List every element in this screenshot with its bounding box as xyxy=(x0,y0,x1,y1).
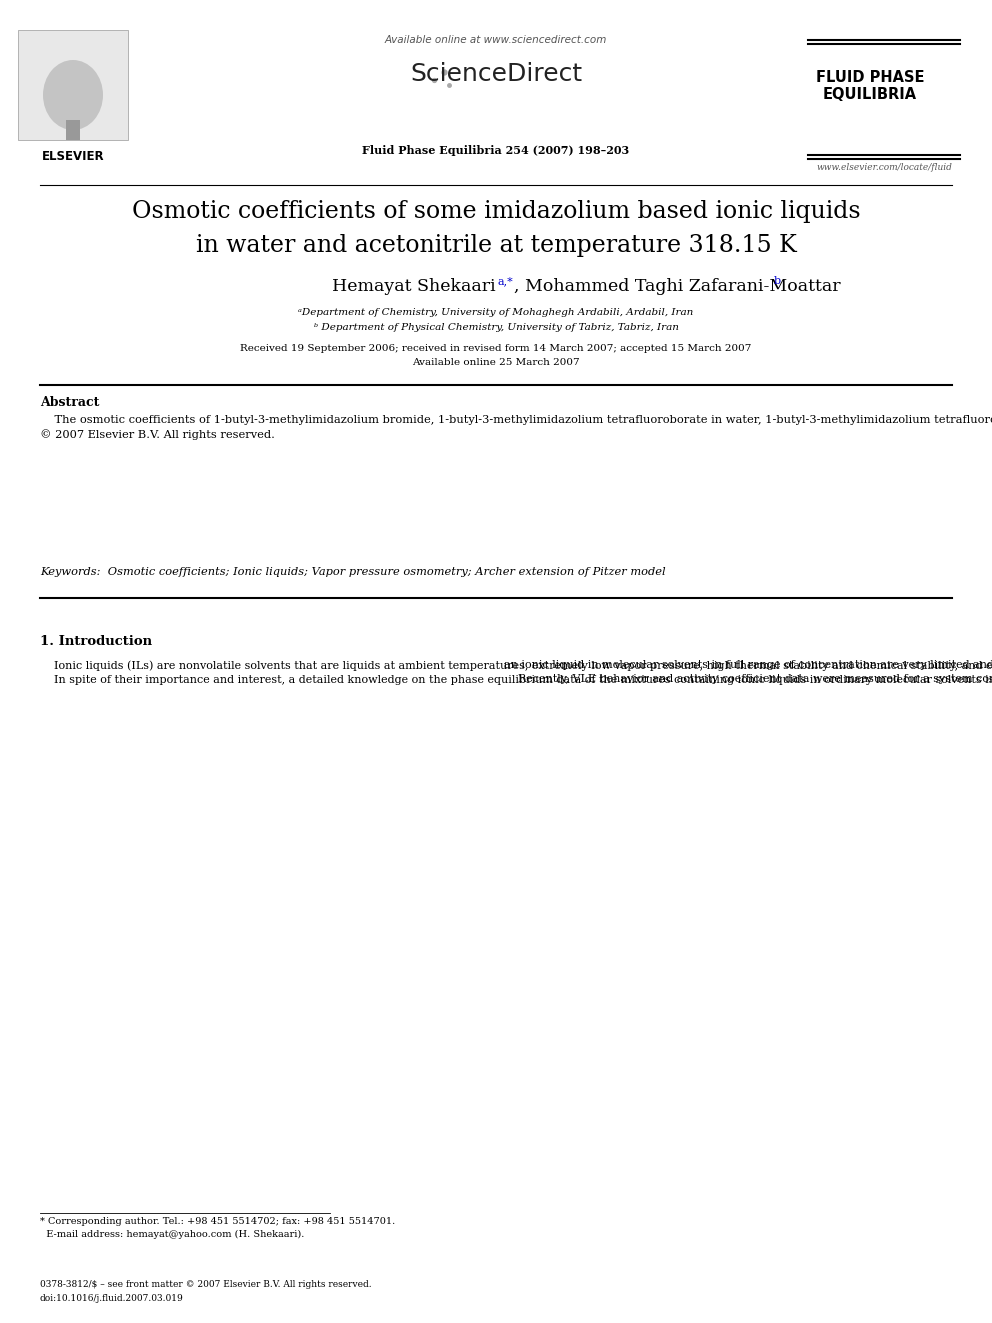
Text: 0378-3812/$ – see front matter © 2007 Elsevier B.V. All rights reserved.: 0378-3812/$ – see front matter © 2007 El… xyxy=(40,1279,372,1289)
Text: ᵇ Department of Physical Chemistry, University of Tabriz, Tabriz, Iran: ᵇ Department of Physical Chemistry, Univ… xyxy=(313,323,679,332)
Text: ELSEVIER: ELSEVIER xyxy=(42,149,104,163)
Text: ScienceDirect: ScienceDirect xyxy=(410,62,582,86)
Text: a,*: a,* xyxy=(498,277,514,286)
Bar xyxy=(66,120,80,140)
Text: Osmotic coefficients of some imidazolium based ionic liquids: Osmotic coefficients of some imidazolium… xyxy=(132,200,860,224)
Text: FLUID PHASE
EQUILIBRIA: FLUID PHASE EQUILIBRIA xyxy=(815,70,925,102)
Ellipse shape xyxy=(43,60,103,130)
Text: Available online at www.sciencedirect.com: Available online at www.sciencedirect.co… xyxy=(385,34,607,45)
Text: * Corresponding author. Tel.: +98 451 5514702; fax: +98 451 5514701.
  E-mail ad: * Corresponding author. Tel.: +98 451 55… xyxy=(40,1217,395,1238)
Text: ᵃDepartment of Chemistry, University of Mohaghegh Ardabili, Ardabil, Iran: ᵃDepartment of Chemistry, University of … xyxy=(299,308,693,318)
Bar xyxy=(18,30,128,140)
Text: doi:10.1016/j.fluid.2007.03.019: doi:10.1016/j.fluid.2007.03.019 xyxy=(40,1294,184,1303)
Text: Keywords:  Osmotic coefficients; Ionic liquids; Vapor pressure osmometry; Archer: Keywords: Osmotic coefficients; Ionic li… xyxy=(40,568,666,577)
Text: Fluid Phase Equilibria 254 (2007) 198–203: Fluid Phase Equilibria 254 (2007) 198–20… xyxy=(362,146,630,156)
Text: Ionic liquids (ILs) are nonvolatile solvents that are liquids at ambient tempera: Ionic liquids (ILs) are nonvolatile solv… xyxy=(40,660,992,685)
Text: The osmotic coefficients of 1-butyl-3-methylimidazolium bromide, 1-butyl-3-methy: The osmotic coefficients of 1-butyl-3-me… xyxy=(40,415,992,439)
Text: in water and acetonitrile at temperature 318.15 K: in water and acetonitrile at temperature… xyxy=(195,234,797,257)
Text: an ionic liquid in molecular solvents in full range of concentration are very li: an ionic liquid in molecular solvents in… xyxy=(504,660,992,684)
Text: Received 19 September 2006; received in revised form 14 March 2007; accepted 15 : Received 19 September 2006; received in … xyxy=(240,344,752,353)
Text: 1. Introduction: 1. Introduction xyxy=(40,635,152,648)
Text: Hemayat Shekaari: Hemayat Shekaari xyxy=(332,278,496,295)
Text: b: b xyxy=(774,277,781,286)
Text: Abstract: Abstract xyxy=(40,396,99,409)
Text: Available online 25 March 2007: Available online 25 March 2007 xyxy=(413,359,579,366)
Text: , Mohammed Taghi Zafarani-Moattar: , Mohammed Taghi Zafarani-Moattar xyxy=(514,278,840,295)
Text: www.elsevier.com/locate/fluid: www.elsevier.com/locate/fluid xyxy=(816,163,952,172)
